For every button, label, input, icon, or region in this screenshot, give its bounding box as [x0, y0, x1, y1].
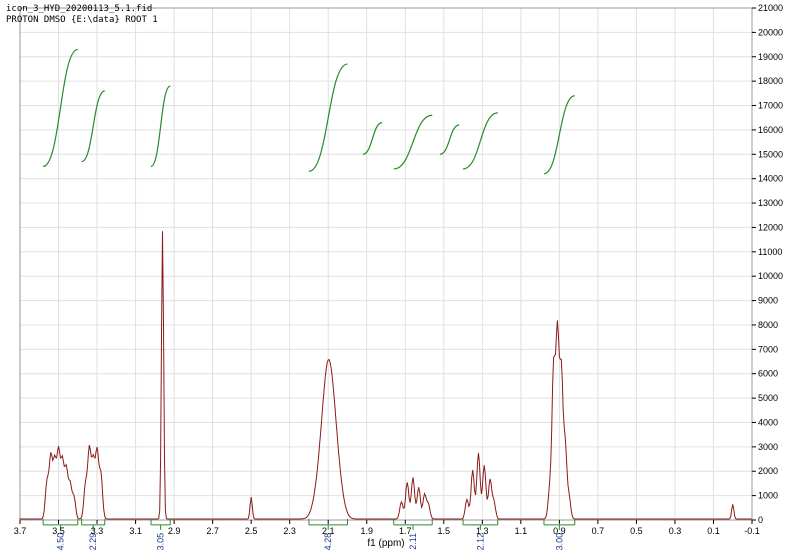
- x-tick-label: 1.3: [476, 526, 489, 536]
- y-tick-label: 3000: [758, 442, 778, 452]
- x-tick-label: 0.3: [669, 526, 682, 536]
- x-tick-label: 2.3: [283, 526, 296, 536]
- x-tick-label: 1.5: [438, 526, 451, 536]
- x-tick-label: 2.1: [322, 526, 335, 536]
- x-tick-label: 3.7: [14, 526, 27, 536]
- y-tick-label: 8000: [758, 320, 778, 330]
- x-axis-title: f1 (ppm): [367, 538, 404, 549]
- spectrum-title-line2: PROTON DMSO {E:\data} ROOT 1: [6, 15, 158, 25]
- y-tick-label: 19000: [758, 52, 783, 62]
- y-tick-label: 21000: [758, 3, 783, 13]
- x-tick-label: 0.9: [553, 526, 566, 536]
- x-tick-label: 1.9: [360, 526, 373, 536]
- x-tick-label: 0.7: [592, 526, 605, 536]
- y-tick-label: 0: [758, 515, 763, 525]
- y-tick-label: 6000: [758, 369, 778, 379]
- y-tick-label: 14000: [758, 174, 783, 184]
- x-tick-label: 1.7: [399, 526, 412, 536]
- spectrum-title-line1: icon_3_HYD_20200113_5.1.fid: [6, 4, 152, 14]
- y-tick-label: 16000: [758, 125, 783, 135]
- x-tick-label: 1.1: [515, 526, 528, 536]
- x-tick-label: 2.5: [245, 526, 258, 536]
- y-tick-label: 10000: [758, 271, 783, 281]
- y-tick-label: 9000: [758, 296, 778, 306]
- x-tick-label: 3.5: [52, 526, 65, 536]
- nmr-spectrum-chart: 4.502.293.054.282.112.123.003.73.53.33.1…: [0, 0, 800, 558]
- y-tick-label: 4000: [758, 417, 778, 427]
- y-tick-label: 2000: [758, 466, 778, 476]
- x-tick-label: 0.5: [630, 526, 643, 536]
- x-tick-label: 2.9: [168, 526, 181, 536]
- x-tick-label: 3.3: [91, 526, 104, 536]
- x-tick-label: -0.1: [744, 526, 760, 536]
- integral-value: 3.05: [156, 533, 166, 551]
- y-tick-label: 5000: [758, 393, 778, 403]
- x-tick-label: 2.7: [206, 526, 219, 536]
- y-tick-label: 11000: [758, 247, 782, 257]
- y-tick-label: 12000: [758, 222, 783, 232]
- y-tick-label: 7000: [758, 344, 778, 354]
- y-tick-label: 1000: [758, 491, 778, 501]
- y-tick-label: 20000: [758, 27, 783, 37]
- y-tick-label: 13000: [758, 198, 783, 208]
- x-tick-label: 3.1: [129, 526, 142, 536]
- y-tick-label: 18000: [758, 76, 783, 86]
- x-tick-label: 0.1: [707, 526, 720, 536]
- y-tick-label: 17000: [758, 101, 783, 111]
- y-tick-label: 15000: [758, 149, 783, 159]
